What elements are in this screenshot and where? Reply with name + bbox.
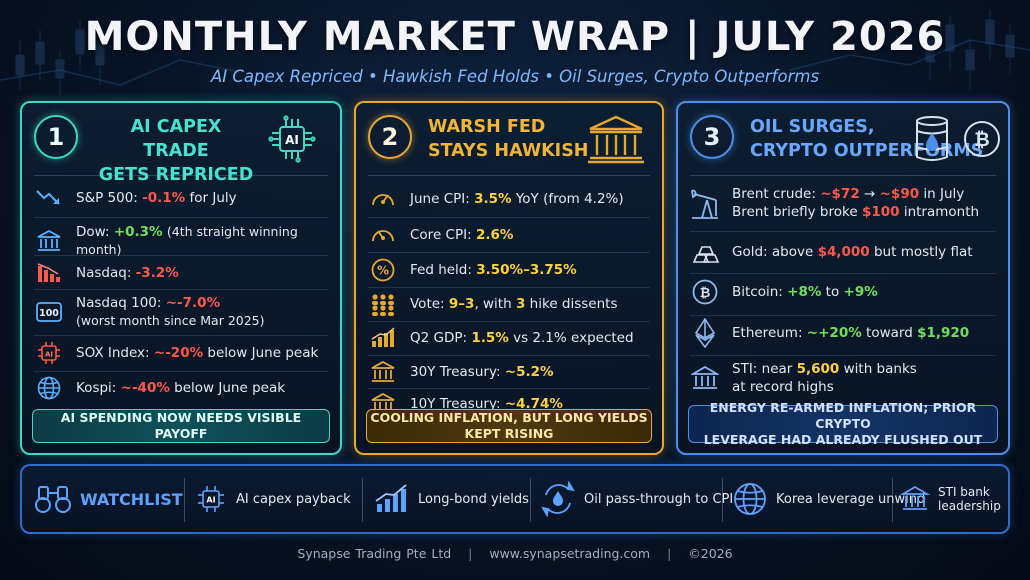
divider xyxy=(368,175,650,176)
list-item: Brent crude: ~$72 → ~$90 in July Brent b… xyxy=(690,185,998,221)
hundred-badge-icon: 100 xyxy=(34,299,64,325)
oil-barrel-icon xyxy=(916,116,948,161)
list-item: Nasdaq: -3.2% xyxy=(34,260,330,286)
people-icon xyxy=(368,291,398,317)
panel-fed: 2 WARSH FED STAYS HAWKISH June CPI: 3.5%… xyxy=(354,101,664,455)
panel-title-line2: STAYS HAWKISH xyxy=(428,141,589,161)
list-item: Kospi: ~-40% below June peak xyxy=(34,375,330,401)
bank-icon xyxy=(900,484,930,514)
bar-chart-down-icon xyxy=(34,260,64,286)
trend-down-icon xyxy=(34,185,64,211)
percent-icon: % xyxy=(368,257,398,283)
list-item: June CPI: 3.5% YoY (from 4.2%) xyxy=(368,186,652,212)
bank-icon xyxy=(690,365,720,391)
oil-cycle-icon xyxy=(540,481,576,517)
panel-title-line1: AI CAPEX TRADE xyxy=(130,117,222,161)
list-item: AI SOX Index: ~-20% below June peak xyxy=(34,340,330,366)
panel-header: 2 WARSH FED STAYS HAWKISH xyxy=(356,103,662,173)
list-item: S&P 500: -0.1% for July xyxy=(34,185,330,211)
divider xyxy=(690,175,996,176)
panel-banner: AI SPENDING NOW NEEDS VISIBLE PAYOFF xyxy=(32,409,330,443)
bank-icon xyxy=(34,228,64,254)
panel-title: WARSH FED STAYS HAWKISH xyxy=(428,115,588,163)
oil-pump-icon xyxy=(690,189,720,219)
panel-title: AI CAPEX TRADE GETS REPRICED xyxy=(96,115,256,187)
bank-icon xyxy=(588,115,644,164)
bar-chart-up-icon xyxy=(368,325,398,351)
list-item: Ethereum: ~+20% toward $1,920 xyxy=(690,318,998,348)
page-subtitle: AI Capex Repriced • Hawkish Fed Holds • … xyxy=(210,67,820,86)
panel-oil-crypto: 3 OIL SURGES, CRYPTO OUTPERFORMS ₿ Brent… xyxy=(676,101,1010,455)
list-item: 10Y Treasury: ~4.74% xyxy=(368,391,652,417)
list-item: % Fed held: 3.50%–3.75% xyxy=(368,257,652,283)
bank-icon xyxy=(368,359,398,385)
watchlist-item: STI bank leadership xyxy=(900,466,1008,532)
list-item: Vote: 9–3, with 3 hike dissents xyxy=(368,291,652,317)
panel-header: 3 OIL SURGES, CRYPTO OUTPERFORMS ₿ xyxy=(678,103,1008,173)
svg-text:AI: AI xyxy=(45,351,53,359)
bitcoin-icon: ₿ xyxy=(690,279,720,305)
divider xyxy=(34,175,328,176)
panel-title-line1: WARSH FED xyxy=(428,117,546,137)
list-item: 30Y Treasury: ~5.2% xyxy=(368,359,652,385)
panel-number: 1 xyxy=(34,115,78,159)
ai-chip-icon: AI xyxy=(268,115,316,163)
svg-text:₿: ₿ xyxy=(974,129,989,151)
footer-copyright: ©2026 xyxy=(688,546,733,561)
panel-banner: ENERGY RE-ARMED INFLATION; PRIOR CRYPTO … xyxy=(688,400,998,447)
watchlist-header: WATCHLIST xyxy=(34,466,183,532)
list-item: Gold: above $4,000 but mostly flat xyxy=(690,239,998,265)
footer-company: Synapse Trading Pte Ltd xyxy=(297,546,452,561)
watchlist-item: Oil pass-through to CPI xyxy=(540,466,733,532)
page-title: MONTHLY MARKET WRAP | JULY 2026 xyxy=(84,14,946,60)
ethereum-icon xyxy=(690,318,720,348)
watchlist-item: AI AI capex payback xyxy=(194,466,351,532)
panel-title-line2: GETS REPRICED xyxy=(98,165,254,185)
watchlist-bar: WATCHLIST AI AI capex payback Long-bond … xyxy=(20,464,1010,534)
panel-header: 1 AI CAPEX TRADE GETS REPRICED AI xyxy=(22,103,340,185)
svg-text:%: % xyxy=(377,264,389,278)
panel-title-line1: OIL SURGES, xyxy=(750,117,875,137)
ai-chip-icon: AI xyxy=(34,340,64,366)
gold-bars-icon xyxy=(690,239,720,265)
panel-number: 2 xyxy=(368,115,412,159)
binoculars-icon xyxy=(34,484,72,514)
gauge-icon xyxy=(368,186,398,212)
panel-title: OIL SURGES, CRYPTO OUTPERFORMS xyxy=(750,115,983,163)
footer-website[interactable]: www.synapsetrading.com xyxy=(489,546,651,561)
svg-text:100: 100 xyxy=(39,308,59,319)
list-item: Q2 GDP: 1.5% vs 2.1% expected xyxy=(368,325,652,351)
svg-text:₿: ₿ xyxy=(700,286,711,301)
ai-chip-icon: AI xyxy=(194,482,228,516)
list-item: ₿ Bitcoin: +8% to +9% xyxy=(690,279,998,305)
list-item: Core CPI: 2.6% xyxy=(368,222,652,248)
panel-number: 3 xyxy=(690,115,734,159)
watchlist-item: Korea leverage unwind xyxy=(732,466,925,532)
panel-title-line2: CRYPTO OUTPERFORMS xyxy=(750,141,984,161)
globe-icon xyxy=(34,375,64,401)
list-item: Dow: +0.3% (4th straight winning month) xyxy=(34,223,330,259)
svg-text:AI: AI xyxy=(285,133,299,147)
panel-banner: COOLING INFLATION, BUT LONG YIELDS KEPT … xyxy=(366,409,652,443)
footer: Synapse Trading Pte Ltd | www.synapsetra… xyxy=(297,546,733,561)
list-item: 100 Nasdaq 100: ~-7.0% (worst month sinc… xyxy=(34,294,330,330)
bitcoin-icon: ₿ xyxy=(964,121,1000,157)
globe-icon xyxy=(732,481,768,517)
gauge-icon xyxy=(368,222,398,248)
svg-text:AI: AI xyxy=(206,496,215,505)
list-item: STI: near 5,600 with banks at record hig… xyxy=(690,360,998,396)
watchlist-item: Long-bond yields xyxy=(374,466,529,532)
panel-ai-capex: 1 AI CAPEX TRADE GETS REPRICED AI S&P 50… xyxy=(20,101,342,455)
bar-chart-up-icon xyxy=(374,484,410,514)
